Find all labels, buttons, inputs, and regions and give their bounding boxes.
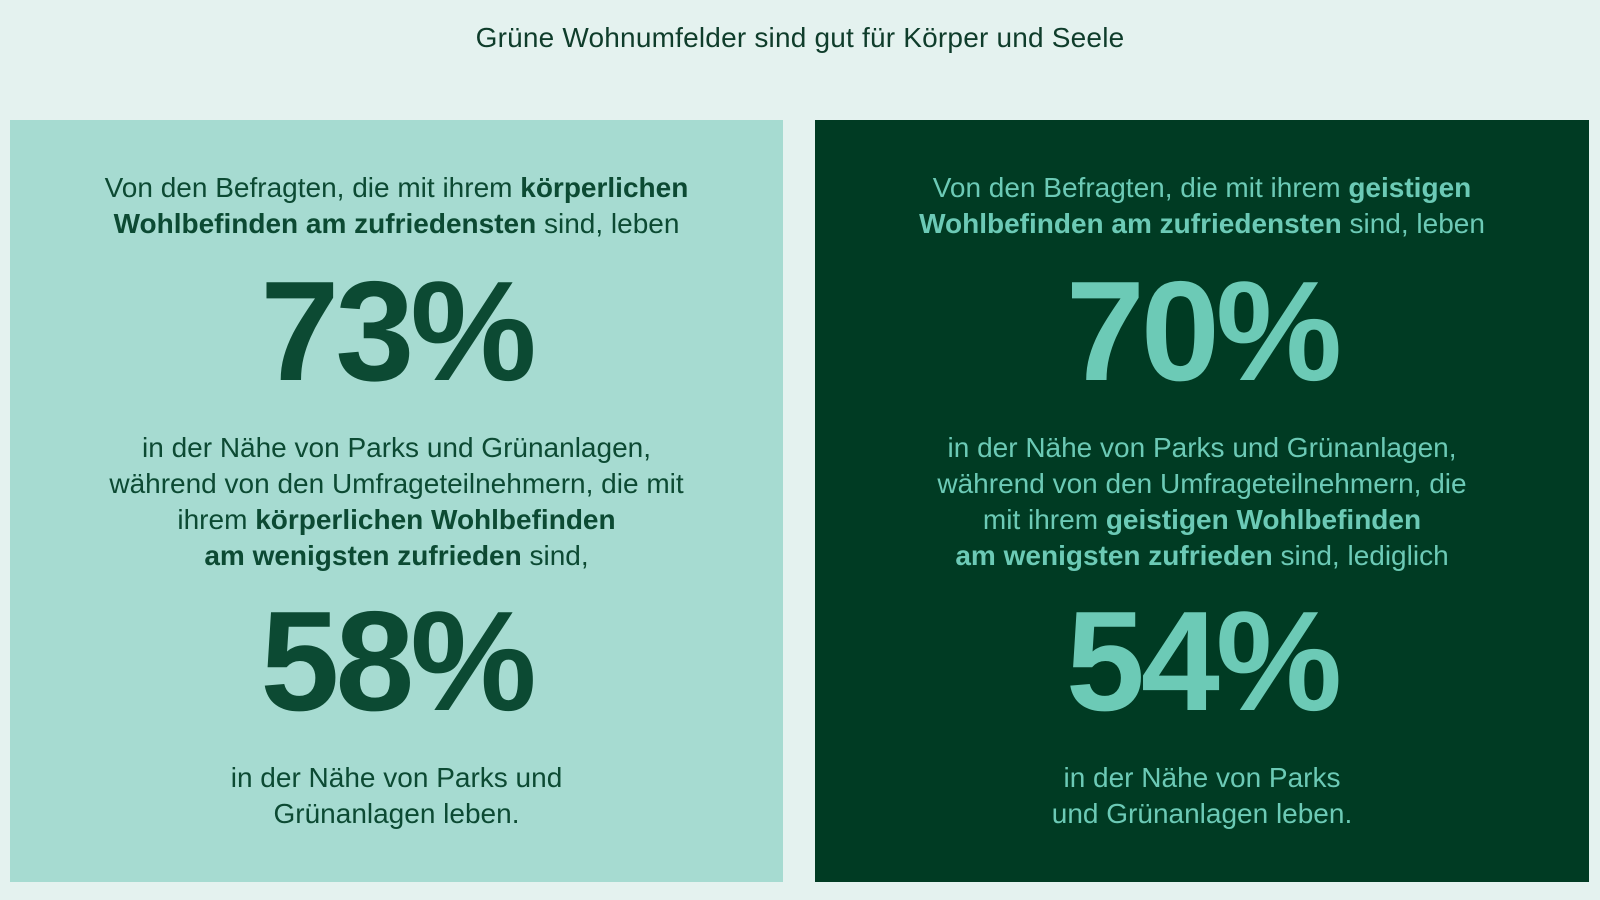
middle-line-3: ihrem körperlichen Wohlbefinden <box>10 502 783 538</box>
middle-line-2: während von den Umfrageteilnehmern, die … <box>109 468 684 499</box>
middle-line-4: am wenigsten zufrieden sind, <box>10 538 783 574</box>
intro-text: Von den Befragten, die mit ihrem <box>932 172 1349 203</box>
middle-highlight: körperlichen Wohlbefinden <box>255 504 616 535</box>
intro-text: sind, leben <box>1341 208 1485 239</box>
middle-highlight: am wenigsten zufrieden <box>204 540 522 571</box>
physical-wellbeing-panel: Von den Befragten, die mit ihrem körperl… <box>10 120 783 882</box>
outro-line-1: in der Nähe von Parks <box>1063 762 1341 793</box>
middle-highlight: geistigen Wohlbefinden <box>1105 504 1422 535</box>
middle-line-4: am wenigsten zufrieden sind, lediglich <box>815 538 1589 574</box>
panel-middle-text: in der Nähe von Parks und Grünanlagen, w… <box>10 430 783 574</box>
outro-line-2: und Grünanlagen leben. <box>1051 798 1353 829</box>
middle-line-1: in der Nähe von Parks und Grünanlagen, <box>947 432 1457 463</box>
middle-line-2: während von den Umfrageteilnehmern, die <box>937 468 1467 499</box>
intro-highlight: Wohlbefinden am zufriedensten <box>113 208 537 239</box>
intro-highlight: Wohlbefinden am zufriedensten <box>919 208 1342 239</box>
panel-intro-text: Von den Befragten, die mit ihrem geistig… <box>815 170 1589 242</box>
least-satisfied-percentage: 54% <box>1065 582 1342 741</box>
least-satisfied-percentage: 58% <box>260 582 536 741</box>
panel-outro-text: in der Nähe von Parks und Grünanlagen le… <box>815 760 1589 832</box>
outro-line-1: in der Nähe von Parks und <box>230 762 563 793</box>
intro-line-2: Wohlbefinden am zufriedensten sind, lebe… <box>10 206 783 242</box>
intro-text: sind, leben <box>536 208 680 239</box>
panel-intro-text: Von den Befragten, die mit ihrem körperl… <box>10 170 783 242</box>
intro-line-2: Wohlbefinden am zufriedensten sind, lebe… <box>815 206 1589 242</box>
middle-text: ihrem <box>177 504 256 535</box>
middle-text: sind, lediglich <box>1272 540 1449 571</box>
panel-outro-text: in der Nähe von Parks und Grünanlagen le… <box>10 760 783 832</box>
intro-line-1: Von den Befragten, die mit ihrem geistig… <box>815 170 1589 206</box>
middle-highlight: am wenigsten zufrieden <box>955 540 1273 571</box>
middle-line-1: in der Nähe von Parks und Grünanlagen, <box>142 432 651 463</box>
page-title: Grüne Wohnumfelder sind gut für Körper u… <box>475 22 1125 53</box>
middle-text: mit ihrem <box>982 504 1106 535</box>
most-satisfied-percentage: 73% <box>260 252 536 411</box>
mental-wellbeing-panel: Von den Befragten, die mit ihrem geistig… <box>815 120 1589 882</box>
panel-middle-text: in der Nähe von Parks und Grünanlagen, w… <box>815 430 1589 574</box>
intro-highlight: geistigen <box>1348 172 1472 203</box>
intro-highlight: körperlichen <box>520 172 689 203</box>
middle-line-3: mit ihrem geistigen Wohlbefinden <box>815 502 1589 538</box>
outro-line-2: Grünanlagen leben. <box>273 798 520 829</box>
intro-line-1: Von den Befragten, die mit ihrem körperl… <box>10 170 783 206</box>
intro-text: Von den Befragten, die mit ihrem <box>104 172 521 203</box>
most-satisfied-percentage: 70% <box>1065 252 1342 411</box>
middle-text: sind, <box>521 540 589 571</box>
